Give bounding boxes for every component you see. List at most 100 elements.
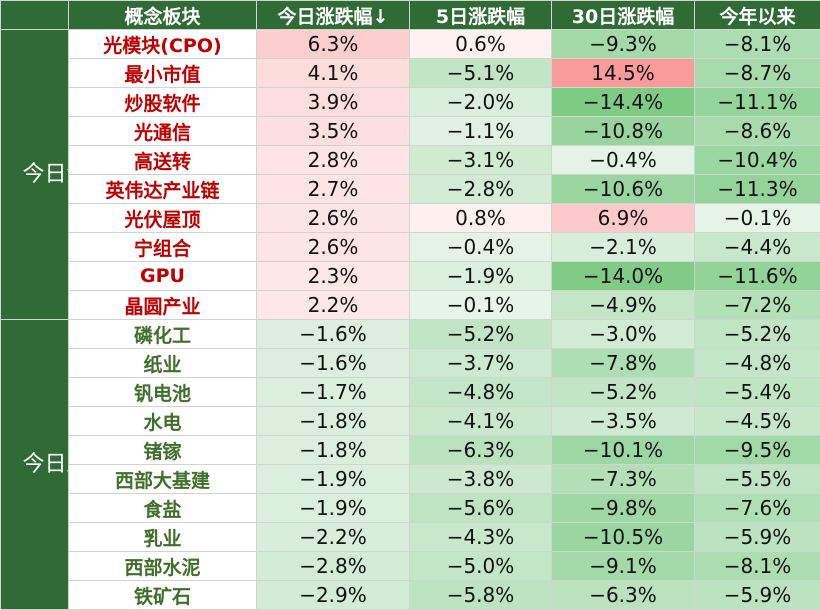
sector-name[interactable]: 铁矿石: [68, 580, 257, 610]
cell-d30: −10.1%: [551, 435, 695, 465]
table-row[interactable]: 水电 −1.8% −4.1% −3.5% −4.5%: [1, 406, 820, 436]
cell-d30: −6.3%: [551, 580, 695, 610]
cell-today: 2.6%: [256, 232, 410, 262]
sector-name[interactable]: 宁组合: [68, 232, 257, 262]
table-row[interactable]: 今日涨幅前十 光模块(CPO)6.3%0.6%−9.3%−8.1%: [0, 29, 820, 320]
cell-ytd: −11.3%: [694, 174, 820, 204]
cell-d30: −4.9%: [551, 290, 695, 320]
cell-ytd: −4.4%: [694, 232, 820, 262]
sector-name[interactable]: 西部水泥: [68, 551, 257, 581]
table-row[interactable]: 光通信 3.5% −1.1% −10.8% −8.6%: [1, 116, 820, 146]
sector-name[interactable]: 钒电池: [68, 377, 257, 407]
cell-d30: 6.9%: [551, 203, 695, 233]
table-row[interactable]: 宁组合 2.6% −0.4% −2.1% −4.4%: [1, 232, 820, 262]
sector-name[interactable]: 光模块(CPO): [68, 29, 257, 59]
cell-d5: −6.3%: [409, 435, 552, 465]
table-row[interactable]: 英伟达产业链 2.7% −2.8% −10.6% −11.3%: [1, 174, 820, 204]
sector-name[interactable]: 水电: [68, 406, 257, 436]
cell-ytd: −8.7%: [694, 58, 820, 88]
sector-name[interactable]: 西部大基建: [68, 464, 257, 494]
header-today-change[interactable]: 今日涨跌幅↓: [256, 0, 410, 30]
cell-d5: −5.6%: [409, 493, 552, 523]
sector-name[interactable]: 磷化工: [68, 319, 257, 349]
table-row[interactable]: 炒股软件 3.9% −2.0% −14.4% −11.1%: [1, 87, 820, 117]
sector-name[interactable]: GPU: [68, 261, 257, 291]
cell-d5: −4.8%: [409, 377, 552, 407]
table-body: 今日涨幅前十光模块(CPO)6.3%0.6%−9.3%−8.1%最小市值4.1%…: [0, 29, 820, 610]
group-label-bottom: 今日跌幅前十: [0, 319, 69, 610]
table-row[interactable]: 今日跌幅前十磷化工−1.6%−5.2%−3.0%−5.2%: [0, 319, 820, 610]
cell-d5: −5.8%: [409, 580, 552, 610]
table-row[interactable]: 晶圆产业 2.2% −0.1% −4.9% −7.2%: [1, 290, 820, 320]
cell-d30: −3.0%: [551, 319, 695, 349]
sector-name[interactable]: 最小市值: [68, 58, 257, 88]
sector-name[interactable]: 晶圆产业: [68, 290, 257, 320]
sector-name[interactable]: 高送转: [68, 145, 257, 175]
cell-ytd: −5.2%: [694, 319, 820, 349]
header-5d-change[interactable]: 5日涨跌幅: [409, 0, 552, 30]
cell-d30: −9.1%: [551, 551, 695, 581]
cell-d5: −3.1%: [409, 145, 552, 175]
cell-d5: −3.7%: [409, 348, 552, 378]
table-row[interactable]: 西部大基建 −1.9% −3.8% −7.3% −5.5%: [1, 464, 820, 494]
cell-d30: −14.4%: [551, 87, 695, 117]
cell-ytd: −11.1%: [694, 87, 820, 117]
cell-d5: −0.4%: [409, 232, 552, 262]
cell-d5: −5.1%: [409, 58, 552, 88]
table-row[interactable]: 食盐 −1.9% −5.6% −9.8% −7.6%: [1, 493, 820, 523]
cell-d5: −3.8%: [409, 464, 552, 494]
cell-d30: −3.5%: [551, 406, 695, 436]
cell-d5: 0.8%: [409, 203, 552, 233]
table-row[interactable]: 最小市值 4.1% −5.1% 14.5% −8.7%: [1, 58, 820, 88]
table-row[interactable]: 乳业 −2.2% −4.3% −10.5% −5.9%: [1, 522, 820, 552]
sector-name[interactable]: 光伏屋顶: [68, 203, 257, 233]
cell-d30: −5.2%: [551, 377, 695, 407]
header-concept-sector[interactable]: 概念板块: [68, 0, 257, 30]
group-label-text: 今日涨幅前十: [22, 161, 68, 187]
cell-d30: 14.5%: [551, 58, 695, 88]
sector-name[interactable]: 食盐: [68, 493, 257, 523]
cell-ytd: −7.6%: [694, 493, 820, 523]
sector-name[interactable]: 乳业: [68, 522, 257, 552]
cell-d30: −14.0%: [551, 261, 695, 291]
cell-d5: −4.1%: [409, 406, 552, 436]
cell-d5: 0.6%: [409, 29, 552, 59]
cell-today: −1.9%: [256, 464, 410, 494]
cell-today: 3.5%: [256, 116, 410, 146]
cell-d30: −10.8%: [551, 116, 695, 146]
cell-d5: −1.1%: [409, 116, 552, 146]
cell-d30: −7.8%: [551, 348, 695, 378]
cell-ytd: −4.5%: [694, 406, 820, 436]
cell-d5: −4.3%: [409, 522, 552, 552]
table-row[interactable]: GPU 2.3% −1.9% −14.0% −11.6%: [1, 261, 820, 291]
sector-name[interactable]: 纸业: [68, 348, 257, 378]
cell-ytd: −8.1%: [694, 551, 820, 581]
table-row[interactable]: 纸业 −1.6% −3.7% −7.8% −4.8%: [1, 348, 820, 378]
cell-d30: −2.1%: [551, 232, 695, 262]
cell-ytd: −5.9%: [694, 580, 820, 610]
table-row[interactable]: 西部水泥 −2.8% −5.0% −9.1% −8.1%: [1, 551, 820, 581]
cell-today: −2.2%: [256, 522, 410, 552]
table-row[interactable]: 高送转 2.8% −3.1% −0.4% −10.4%: [1, 145, 820, 175]
cell-today: 2.6%: [256, 203, 410, 233]
sector-name[interactable]: 锗镓: [68, 435, 257, 465]
table-row[interactable]: 铁矿石 −2.9% −5.8% −6.3% −5.9%: [1, 580, 820, 610]
cell-today: −1.8%: [256, 406, 410, 436]
cell-d5: −1.9%: [409, 261, 552, 291]
cell-d30: −10.5%: [551, 522, 695, 552]
table-row[interactable]: 钒电池 −1.7% −4.8% −5.2% −5.4%: [1, 377, 820, 407]
table-row[interactable]: 光伏屋顶 2.6% 0.8% 6.9% −0.1%: [1, 203, 820, 233]
header-ytd-change[interactable]: 今年以来: [694, 0, 820, 30]
cell-today: −2.8%: [256, 551, 410, 581]
table-row[interactable]: 锗镓 −1.8% −6.3% −10.1% −9.5%: [1, 435, 820, 465]
cell-today: −1.6%: [256, 348, 410, 378]
cell-today: 4.1%: [256, 58, 410, 88]
cell-today: 2.7%: [256, 174, 410, 204]
header-30d-change[interactable]: 30日涨跌幅: [551, 0, 695, 30]
sector-name[interactable]: 炒股软件: [68, 87, 257, 117]
sector-name[interactable]: 光通信: [68, 116, 257, 146]
sector-name[interactable]: 英伟达产业链: [68, 174, 257, 204]
cell-ytd: −9.5%: [694, 435, 820, 465]
cell-d30: −9.3%: [551, 29, 695, 59]
